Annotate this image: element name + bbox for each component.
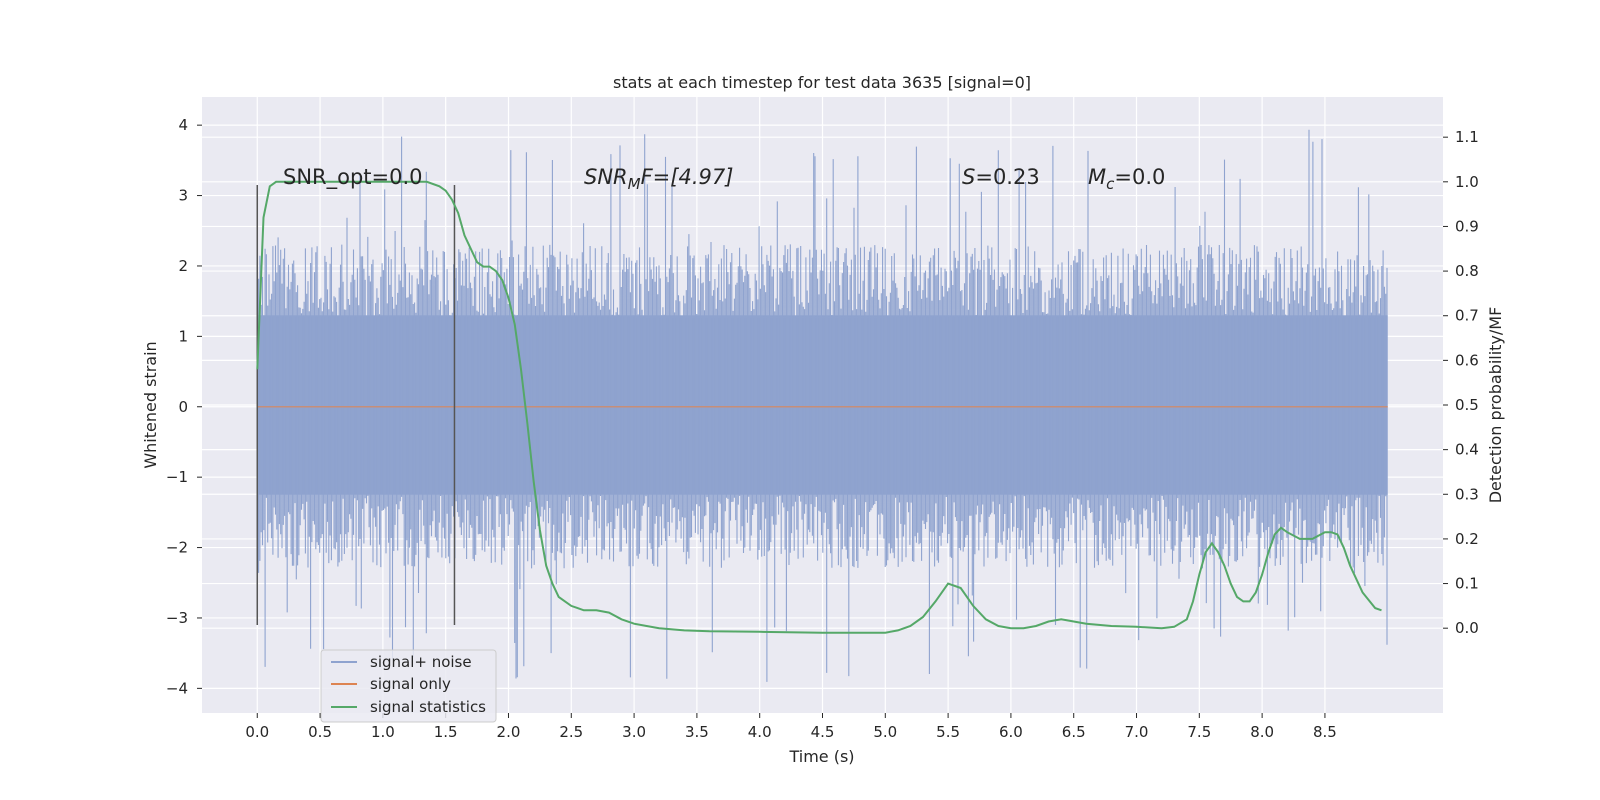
marker-lines xyxy=(256,185,456,625)
y-tick-label: −4 xyxy=(166,679,188,697)
s-value: =0.23 xyxy=(975,165,1039,189)
x-tick-label: 1.0 xyxy=(371,723,395,741)
x-axis-label: Time (s) xyxy=(788,747,854,766)
x-tick-label: 6.5 xyxy=(1062,723,1086,741)
x-tick-label: 6.0 xyxy=(999,723,1023,741)
y2-tick-label: 0.5 xyxy=(1455,396,1479,414)
legend: signal+ noise signal only signal statist… xyxy=(320,649,497,723)
y-tick-label: 1 xyxy=(178,327,188,345)
signal-statistics-line xyxy=(256,180,1382,634)
snr-mf-subscript: M xyxy=(628,175,641,193)
y-tick-label: −1 xyxy=(166,468,188,486)
y-axis-label: Whitened strain xyxy=(141,341,160,468)
mc-label: M xyxy=(1088,165,1106,189)
x-tick-label: 8.5 xyxy=(1313,723,1337,741)
mc-subscript: c xyxy=(1106,175,1115,193)
x-tick-label: 0.0 xyxy=(245,723,269,741)
y2-tick-label: 1.0 xyxy=(1455,173,1479,191)
snr-mf-annotation: SNRMF=[4.97] xyxy=(584,165,733,193)
mc-value: =0.0 xyxy=(1114,165,1165,189)
x-tick-label: 2.0 xyxy=(497,723,521,741)
mc-annotation: Mc=0.0 xyxy=(1088,165,1165,193)
x-tick-label: 7.0 xyxy=(1125,723,1149,741)
y2-tick-label: 0.4 xyxy=(1455,441,1479,459)
y-tick-label: 0 xyxy=(178,398,188,416)
x-tick-label: 5.5 xyxy=(936,723,960,741)
y-tick-label: 3 xyxy=(178,187,188,205)
snr-mf-prefix: SNR xyxy=(584,165,628,189)
y-tick-label: 4 xyxy=(178,116,188,134)
snr-opt-annotation: SNR_opt=0.0 xyxy=(283,165,423,190)
x-tick-label: 5.0 xyxy=(873,723,897,741)
legend-label-signal-noise: signal+ noise xyxy=(370,653,472,671)
y2-tick-label: 1.1 xyxy=(1455,128,1479,146)
y-tick-label: −2 xyxy=(166,539,188,557)
y2-tick-label: 0.0 xyxy=(1455,619,1479,637)
y2-axis-ticks: 0.0 0.1 0.2 0.3 0.4 0.5 0.6 0.7 0.8 0.9 1.0 1.1 xyxy=(1443,128,1479,637)
y2-tick-label: 0.2 xyxy=(1455,530,1479,548)
y-tick-label: 2 xyxy=(178,257,188,275)
y2-tick-label: 0.9 xyxy=(1455,217,1479,235)
legend-label-signal-statistics: signal statistics xyxy=(370,698,486,716)
x-tick-label: 4.5 xyxy=(811,723,835,741)
x-tick-label: 3.5 xyxy=(685,723,709,741)
y2-tick-label: 0.3 xyxy=(1455,485,1479,503)
y2-tick-label: 0.1 xyxy=(1455,575,1479,593)
legend-box xyxy=(320,649,497,723)
y2-tick-label: 0.6 xyxy=(1455,351,1479,369)
y-axis-ticks: −4 −3 −2 −1 0 1 2 3 4 xyxy=(166,116,202,697)
s-label: S xyxy=(962,165,975,189)
x-tick-label: 7.5 xyxy=(1187,723,1211,741)
x-tick-label: 8.0 xyxy=(1250,723,1274,741)
x-tick-label: 4.0 xyxy=(748,723,772,741)
x-tick-label: 0.5 xyxy=(308,723,332,741)
x-tick-label: 2.5 xyxy=(559,723,583,741)
x-tick-label: 3.0 xyxy=(622,723,646,741)
signal-statistics-series xyxy=(256,180,1382,634)
signal-noise-series xyxy=(256,129,1388,682)
x-tick-label: 1.5 xyxy=(434,723,458,741)
chart-title: stats at each timestep for test data 363… xyxy=(613,73,1031,92)
y2-tick-label: 0.7 xyxy=(1455,307,1479,325)
y-tick-label: −3 xyxy=(166,609,188,627)
y2-tick-label: 0.8 xyxy=(1455,262,1479,280)
legend-label-signal-only: signal only xyxy=(370,675,451,693)
y2-axis-label: Detection probability/MF xyxy=(1486,307,1505,504)
x-axis-ticks: 0.0 0.5 1.0 1.5 2.0 2.5 3.0 3.5 4.0 4.5 5.0 5.5 6.0 6… xyxy=(245,713,1337,741)
s-annotation: S=0.23 xyxy=(962,165,1040,189)
snr-mf-suffix: F=[4.97] xyxy=(641,165,734,189)
